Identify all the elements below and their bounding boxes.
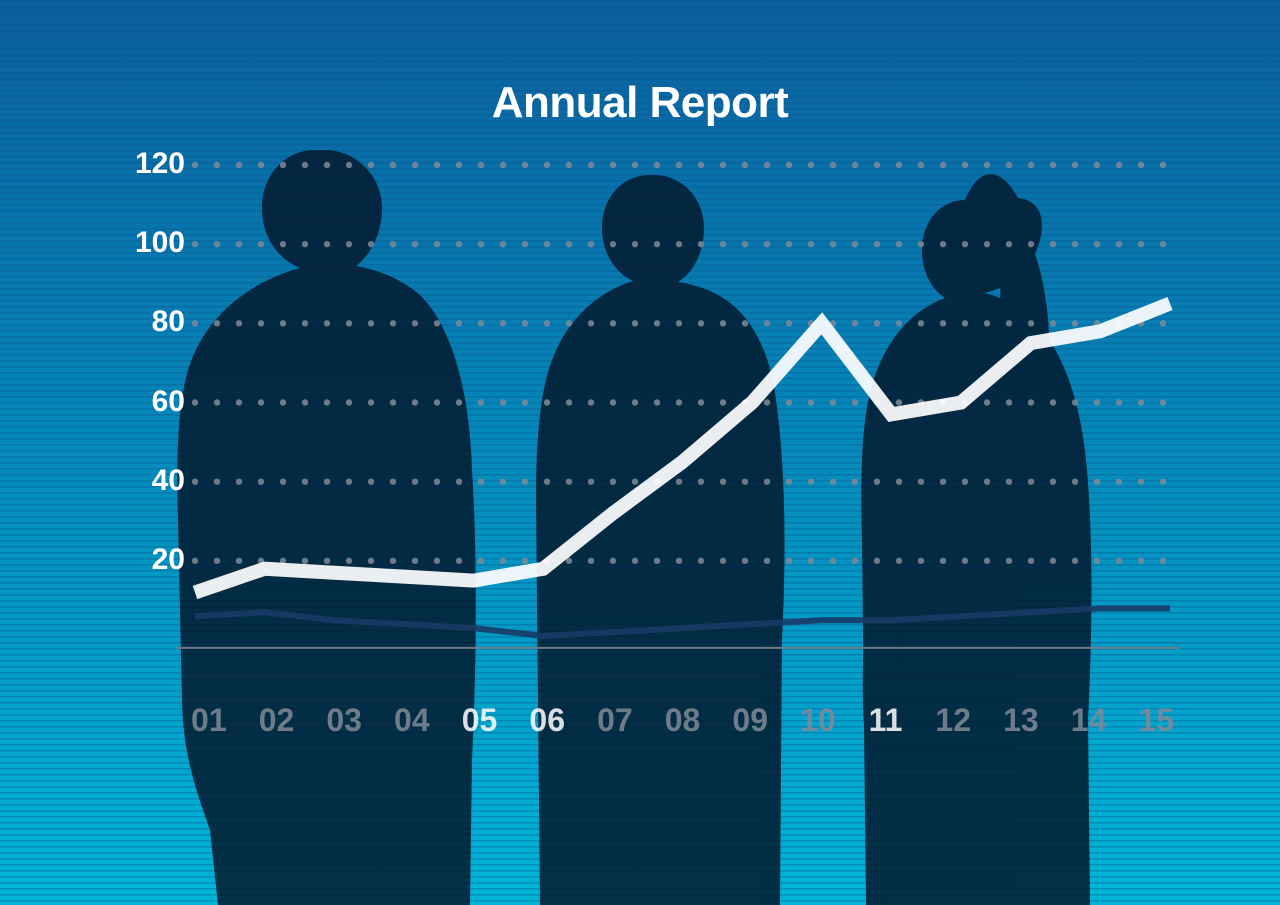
x-tick-label: 09 — [716, 702, 784, 739]
x-tick-label: 05 — [446, 702, 514, 739]
x-tick-label: 03 — [310, 702, 378, 739]
x-tick-label: 12 — [919, 702, 987, 739]
y-tick-label: 80 — [152, 305, 185, 339]
x-tick-label: 13 — [987, 702, 1055, 739]
x-tick-label: 06 — [513, 702, 581, 739]
x-tick-label: 11 — [852, 702, 920, 739]
x-tick-label: 02 — [243, 702, 311, 739]
y-tick-label: 40 — [152, 464, 185, 498]
chart-title: Annual Report — [0, 78, 1280, 128]
y-tick-label: 120 — [135, 147, 185, 181]
series-main — [195, 304, 1170, 593]
x-tick-label: 15 — [1122, 702, 1190, 739]
chart-stage: Annual Report 12010080604020 01020304050… — [0, 0, 1280, 905]
x-tick-label: 14 — [1055, 702, 1123, 739]
y-tick-label: 100 — [135, 226, 185, 260]
x-tick-label: 04 — [378, 702, 446, 739]
x-tick-label: 10 — [784, 702, 852, 739]
x-tick-label: 07 — [581, 702, 649, 739]
series-secondary — [195, 608, 1170, 636]
x-tick-label: 08 — [649, 702, 717, 739]
y-tick-label: 60 — [152, 385, 185, 419]
chart-layer — [0, 0, 1280, 905]
y-tick-label: 20 — [152, 543, 185, 577]
x-tick-label: 01 — [175, 702, 243, 739]
x-axis-labels: 010203040506070809101112131415 — [175, 702, 1190, 739]
